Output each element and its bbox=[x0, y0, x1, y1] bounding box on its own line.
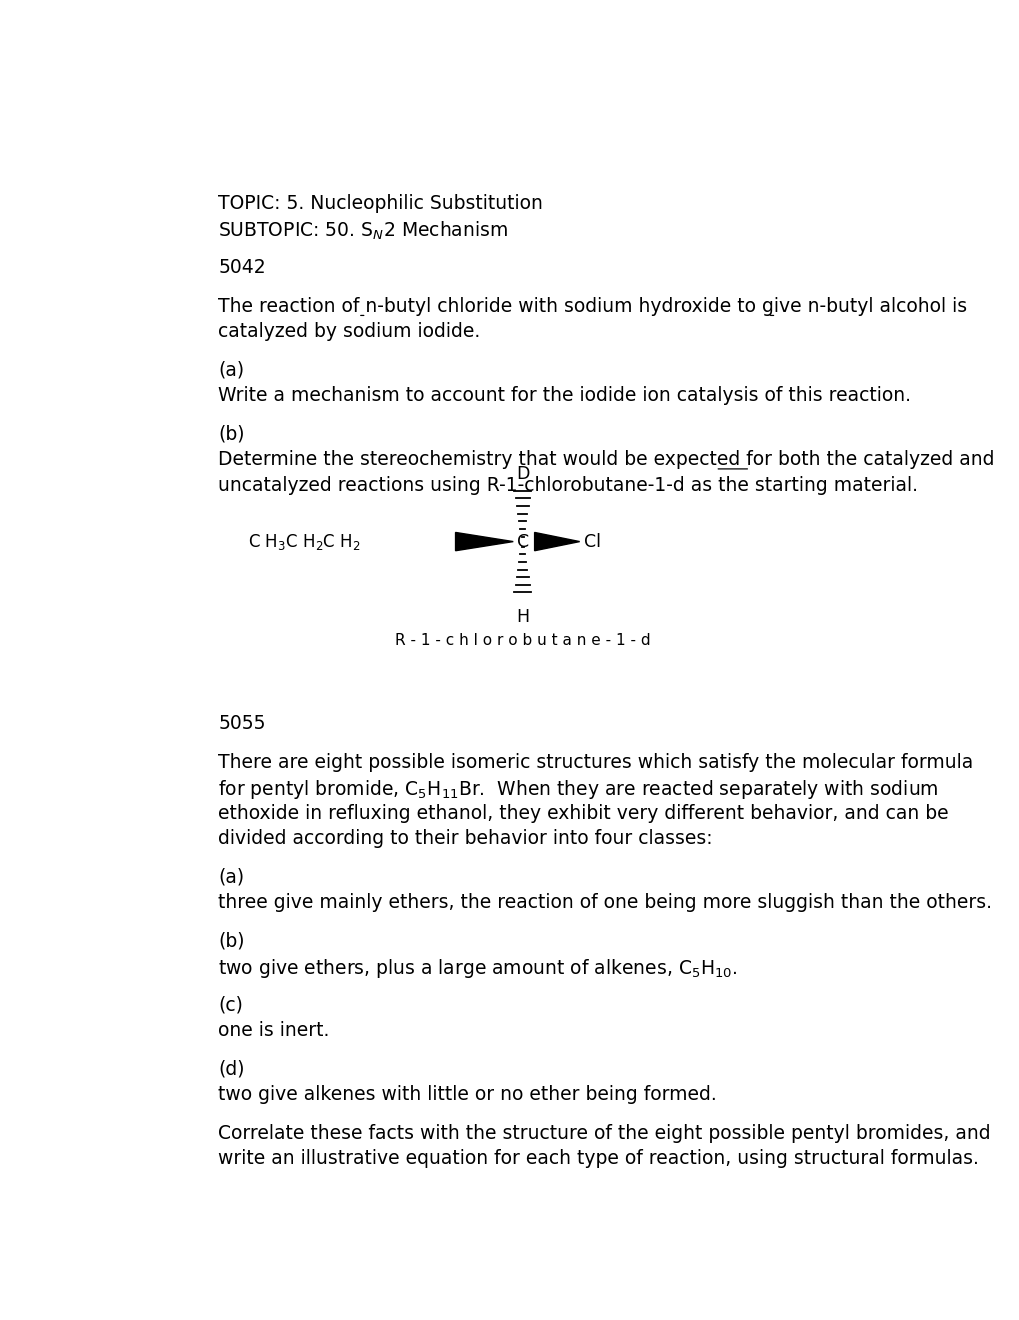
Text: 5042: 5042 bbox=[218, 257, 266, 277]
Text: SUBTOPIC: 50. S$_N$2 Mechanism: SUBTOPIC: 50. S$_N$2 Mechanism bbox=[218, 219, 507, 242]
Text: catalyzed by sodium iodide.: catalyzed by sodium iodide. bbox=[218, 322, 480, 341]
Text: two give alkenes with little or no ether being formed.: two give alkenes with little or no ether… bbox=[218, 1085, 716, 1105]
Text: three give mainly ethers, the reaction of one being more sluggish than the other: three give mainly ethers, the reaction o… bbox=[218, 894, 991, 912]
Text: for pentyl bromide, C$_5$H$_{11}$Br.  When they are reacted separately with sodi: for pentyl bromide, C$_5$H$_{11}$Br. Whe… bbox=[218, 779, 938, 801]
Polygon shape bbox=[534, 532, 579, 550]
Text: C: C bbox=[517, 532, 528, 550]
Text: TOPIC: 5. Nucleophilic Substitution: TOPIC: 5. Nucleophilic Substitution bbox=[218, 194, 543, 213]
Text: The reaction of n-butyl chloride with sodium hydroxide to give n-butyl alcohol i: The reaction of n-butyl chloride with so… bbox=[218, 297, 967, 315]
Text: ethoxide in refluxing ethanol, they exhibit very different behavior, and can be: ethoxide in refluxing ethanol, they exhi… bbox=[218, 804, 948, 822]
Text: Determine the stereochemistry that would be expected for both the catalyzed and: Determine the stereochemistry that would… bbox=[218, 450, 994, 469]
Text: one is inert.: one is inert. bbox=[218, 1022, 329, 1040]
Text: uncatalyzed reactions using R-1-chlorobutane-1-d as the starting material.: uncatalyzed reactions using R-1-chlorobu… bbox=[218, 475, 917, 495]
Text: Correlate these facts with the structure of the eight possible pentyl bromides, : Correlate these facts with the structure… bbox=[218, 1125, 990, 1143]
Text: (a): (a) bbox=[218, 867, 245, 887]
Text: write an illustrative equation for each type of reaction, using structural formu: write an illustrative equation for each … bbox=[218, 1150, 978, 1168]
Text: D: D bbox=[516, 465, 529, 483]
Text: Cl: Cl bbox=[584, 532, 601, 550]
Text: (c): (c) bbox=[218, 995, 244, 1015]
Text: (b): (b) bbox=[218, 425, 245, 444]
Polygon shape bbox=[455, 532, 513, 550]
Text: Write a mechanism to account for the iodide ion catalysis of this reaction.: Write a mechanism to account for the iod… bbox=[218, 385, 911, 405]
Text: (d): (d) bbox=[218, 1060, 245, 1078]
Text: (b): (b) bbox=[218, 932, 245, 950]
Text: divided according to their behavior into four classes:: divided according to their behavior into… bbox=[218, 829, 712, 849]
Text: H: H bbox=[516, 607, 529, 626]
Text: C H$_3$C H$_2$C H$_2$: C H$_3$C H$_2$C H$_2$ bbox=[248, 532, 361, 552]
Text: two give ethers, plus a large amount of alkenes, C$_5$H$_{10}$.: two give ethers, plus a large amount of … bbox=[218, 957, 738, 981]
Text: There are eight possible isomeric structures which satisfy the molecular formula: There are eight possible isomeric struct… bbox=[218, 752, 973, 772]
Text: R - 1 - c h l o r o b u t a n e - 1 - d: R - 1 - c h l o r o b u t a n e - 1 - d bbox=[394, 634, 650, 648]
Text: 5055: 5055 bbox=[218, 714, 266, 734]
Text: (a): (a) bbox=[218, 360, 245, 380]
